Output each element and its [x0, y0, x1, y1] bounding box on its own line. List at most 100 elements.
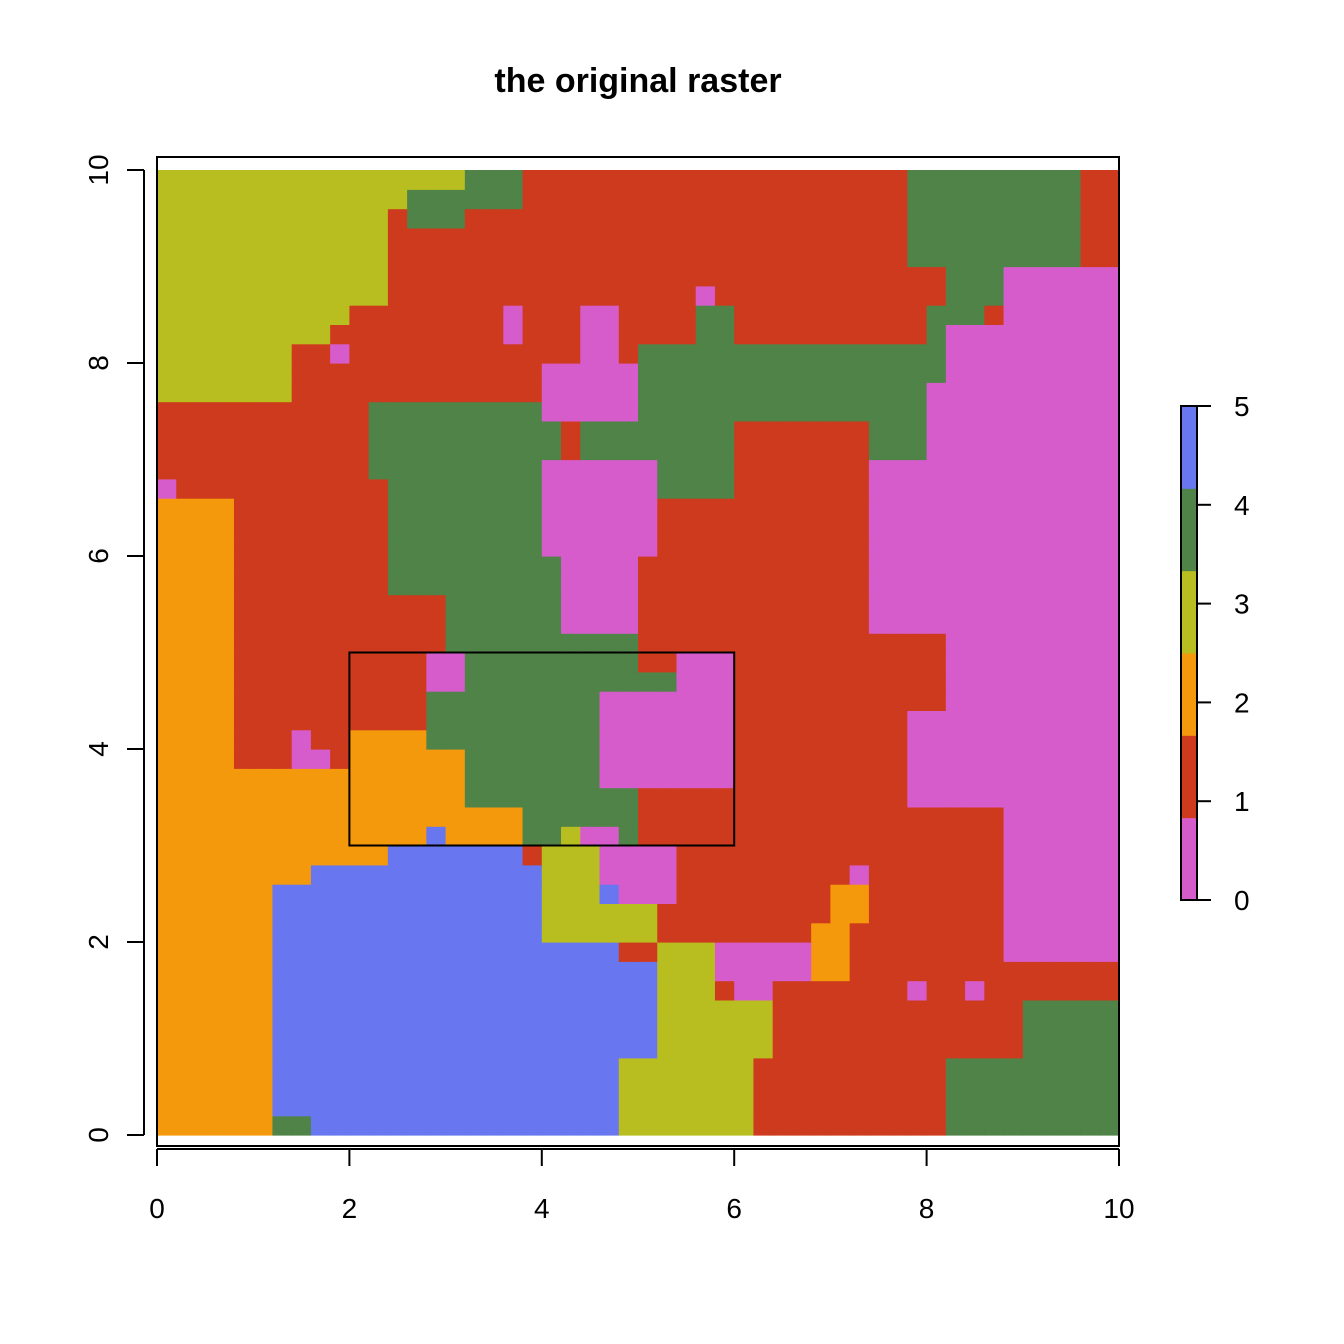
raster-cell: [926, 305, 947, 325]
raster-cell: [1080, 498, 1101, 518]
raster-cell: [907, 1096, 928, 1117]
raster-cell: [984, 1057, 1005, 1078]
raster-cell: [157, 305, 177, 325]
raster-cell: [387, 1019, 408, 1040]
raster-cell: [676, 324, 697, 345]
raster-cell: [618, 498, 639, 518]
raster-cell: [830, 652, 851, 673]
raster-cell: [368, 961, 389, 982]
raster-cell: [445, 942, 466, 962]
raster-cell: [791, 671, 812, 692]
raster-cell: [407, 556, 427, 576]
raster-cell: [484, 594, 504, 615]
raster-cell: [233, 1057, 254, 1078]
raster-cell: [638, 556, 658, 576]
raster-cell: [791, 189, 812, 210]
raster-cell: [214, 864, 235, 885]
raster-cell: [830, 1077, 851, 1097]
raster-cell: [407, 845, 427, 866]
raster-cell: [830, 864, 851, 885]
raster-cell: [849, 363, 870, 383]
raster-cell: [984, 556, 1005, 576]
raster-cell: [1080, 729, 1101, 750]
raster-cell: [888, 343, 908, 364]
raster-cell: [753, 652, 774, 673]
raster-cell: [330, 343, 350, 364]
raster-cell: [484, 556, 504, 576]
raster-cell: [233, 1096, 254, 1117]
raster-cell: [868, 440, 889, 461]
raster-cell: [580, 1019, 601, 1040]
raster-cell: [599, 710, 620, 731]
raster-cell: [676, 1019, 697, 1040]
raster-cell: [888, 729, 908, 750]
raster-cell: [310, 556, 331, 576]
raster-cell: [945, 671, 966, 692]
raster-cell: [522, 1096, 543, 1117]
raster-cell: [676, 845, 697, 866]
raster-cell: [1003, 806, 1024, 827]
raster-cell: [830, 806, 851, 827]
raster-cell: [580, 1057, 601, 1078]
raster-cell: [734, 652, 755, 673]
raster-cell: [445, 729, 466, 750]
raster-cell: [599, 517, 620, 538]
raster-cell: [522, 922, 543, 943]
raster-cell: [1042, 884, 1062, 904]
raster-cell: [753, 806, 774, 827]
raster-cell: [233, 266, 254, 287]
raster-cell: [791, 922, 812, 943]
raster-cell: [426, 787, 447, 808]
raster-cell: [561, 980, 581, 1001]
raster-cell: [714, 633, 735, 654]
raster-cell: [676, 922, 697, 943]
raster-cell: [291, 942, 312, 962]
raster-cell: [945, 710, 966, 731]
raster-cell: [599, 1057, 620, 1078]
raster-cell: [753, 613, 774, 634]
raster-cell: [561, 749, 581, 769]
raster-cell: [214, 961, 235, 982]
raster-cell: [1099, 768, 1120, 789]
raster-cell: [580, 884, 601, 904]
raster-cell: [291, 363, 312, 383]
raster-cell: [349, 691, 370, 711]
raster-cell: [464, 691, 485, 711]
raster-cell: [1003, 826, 1024, 847]
raster-cell: [522, 768, 543, 789]
raster-cell: [426, 382, 447, 403]
raster-cell: [233, 343, 254, 364]
raster-cell: [888, 401, 908, 422]
raster-cell: [945, 633, 966, 654]
raster-cell: [426, 208, 447, 229]
raster-cell: [676, 305, 697, 325]
raster-cell: [849, 517, 870, 538]
raster-cell: [176, 903, 197, 924]
raster-cell: [657, 864, 678, 885]
raster-cell: [1061, 980, 1082, 1001]
raster-cell: [157, 1096, 177, 1117]
raster-cell: [445, 710, 466, 731]
raster-cell: [695, 864, 716, 885]
raster-cell: [772, 363, 793, 383]
raster-cell: [157, 382, 177, 403]
raster-cell: [387, 343, 408, 364]
raster-cell: [1042, 903, 1062, 924]
raster-cell: [618, 652, 639, 673]
raster-cell: [272, 401, 293, 422]
raster-cell: [368, 671, 389, 692]
raster-cell: [638, 575, 658, 596]
raster-cell: [830, 208, 851, 229]
raster-cell: [984, 864, 1005, 885]
raster-cell: [676, 459, 697, 480]
raster-cell: [368, 768, 389, 789]
raster-cell: [734, 961, 755, 982]
raster-cell: [868, 922, 889, 943]
raster-cell: [407, 671, 427, 692]
raster-cell: [176, 363, 197, 383]
raster-cell: [1080, 459, 1101, 480]
raster-cell: [272, 382, 293, 403]
raster-cell: [926, 729, 947, 750]
raster-cell: [407, 478, 427, 499]
raster-cell: [368, 285, 389, 306]
